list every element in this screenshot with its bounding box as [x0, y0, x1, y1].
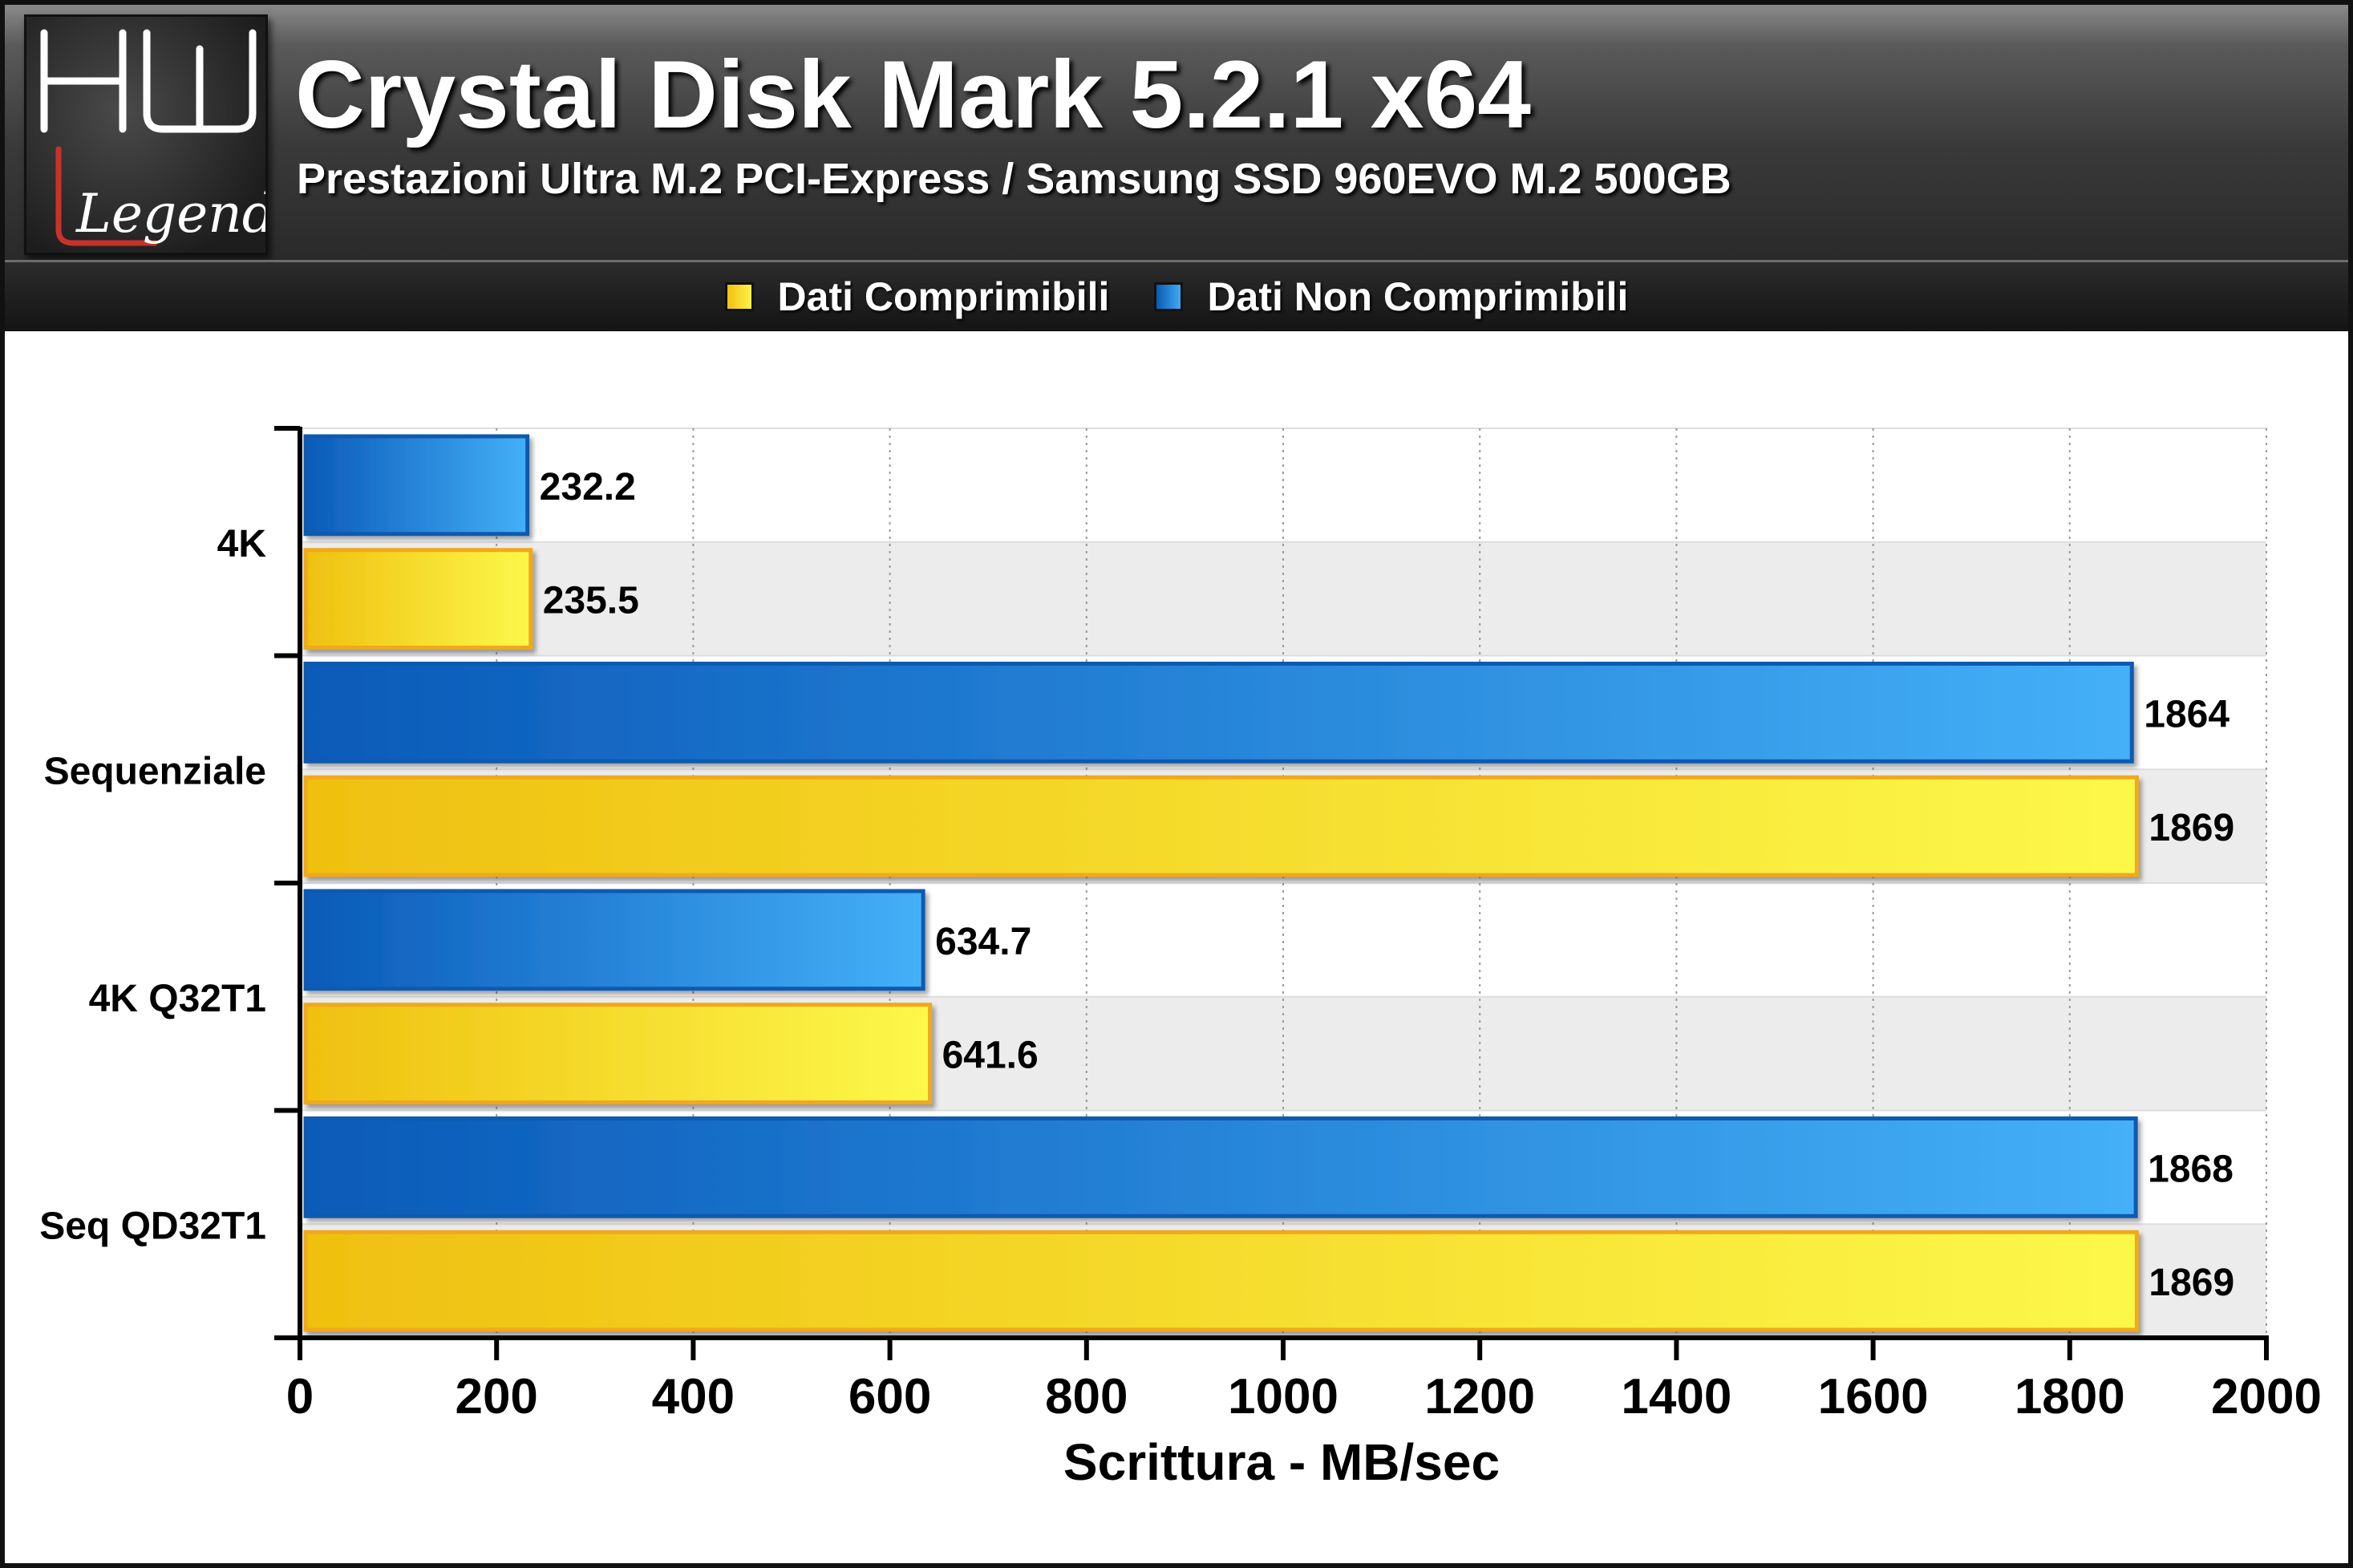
value-labels: 232.2 235.5 1864 1869 634.7 641.6 1868 1869 — [540, 466, 2234, 1304]
hwlegend-logo-mark: Legend — [40, 29, 265, 246]
x-tick-label: 1000 — [1228, 1369, 1338, 1424]
bar-incompressible — [303, 662, 2134, 764]
axes — [274, 426, 2269, 1360]
bar-incompressible — [303, 889, 925, 991]
category-label: Sequenziale — [44, 750, 266, 792]
hwlegend-logo: Legend — [24, 14, 268, 255]
x-tick-label: 2000 — [2211, 1369, 2322, 1424]
value-label: 232.2 — [540, 466, 636, 508]
value-label: 1864 — [2144, 693, 2229, 735]
logo-word: Legend — [75, 183, 265, 245]
tick-labels: 4K Sequenziale 4K Q32T1 Seq QD32T1 0 200 400 60… — [39, 523, 2322, 1424]
chart-subtitle: Prestazioni Ultra M.2 PCI-Express / Sams… — [297, 155, 1731, 203]
x-tick-label: 400 — [652, 1369, 735, 1424]
x-tick-label: 1200 — [1424, 1369, 1535, 1424]
category-label: 4K Q32T1 — [89, 978, 266, 1020]
legend-label-compressible: Dati Comprimibili — [777, 274, 1110, 319]
legend-label-incompressible: Dati Non Comprimibili — [1207, 274, 1629, 319]
x-axis-label: Scrittura - MB/sec — [1063, 1433, 1500, 1491]
legend-band: Dati Comprimibili Dati Non Comprimibili — [5, 260, 2348, 331]
value-label: 1869 — [2148, 807, 2234, 849]
chart-title: Crystal Disk Mark 5.2.1 x64 — [295, 41, 1531, 148]
category-label: 4K — [217, 523, 267, 565]
bars — [303, 434, 2139, 1332]
bar-compressible — [303, 548, 533, 650]
band-stripe — [300, 541, 2266, 656]
bar-incompressible — [303, 1116, 2138, 1218]
bar-compressible — [303, 1230, 2139, 1332]
bar-chart: 232.2 235.5 1864 1869 634.7 641.6 1868 1869 4K S… — [39, 426, 2322, 1491]
value-label: 235.5 — [543, 580, 639, 622]
x-tick-label: 1400 — [1621, 1369, 1731, 1424]
bar-incompressible — [303, 434, 530, 537]
x-tick-label: 1600 — [1818, 1369, 1929, 1424]
x-tick-label: 800 — [1045, 1369, 1128, 1424]
legend-swatch-compressible — [724, 282, 754, 311]
legend: Dati Comprimibili Dati Non Comprimibili — [5, 262, 2348, 331]
x-tick-label: 0 — [286, 1369, 314, 1424]
x-tick-label: 1800 — [2015, 1369, 2125, 1424]
x-tick-label: 200 — [455, 1369, 537, 1424]
bar-compressible — [303, 1003, 933, 1104]
x-tick-label: 600 — [848, 1369, 931, 1424]
value-label: 1869 — [2148, 1262, 2234, 1304]
header: Legend Crystal Disk Mark 5.2.1 x64 Prest… — [5, 5, 2348, 260]
bar-compressible — [303, 775, 2139, 877]
legend-item-compressible: Dati Comprimibili — [724, 273, 1110, 320]
category-label: Seq QD32T1 — [39, 1205, 266, 1247]
value-label: 634.7 — [935, 921, 1031, 963]
legend-item-incompressible: Dati Non Comprimibili — [1154, 273, 1628, 320]
value-label: 641.6 — [942, 1035, 1039, 1077]
legend-swatch-incompressible — [1154, 282, 1184, 311]
value-label: 1868 — [2148, 1148, 2234, 1190]
